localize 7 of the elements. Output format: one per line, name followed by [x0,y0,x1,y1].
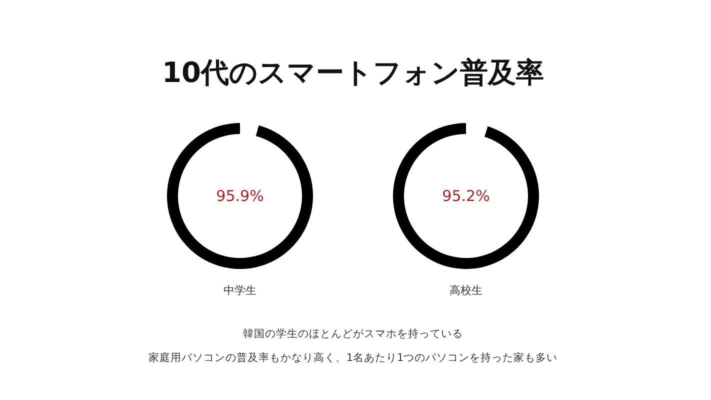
data-label: 95.2% [442,187,490,205]
text: 家庭用パソコンの普及率もかなり高く、1名あたり1つのパソコンを持った家も多い [148,351,558,364]
data-label: 95.9% [216,187,264,205]
text: 韓国の学生のほとんどがスマホを持っている [243,327,463,340]
text: 中学生 [224,284,256,297]
chart-title: 10代のスマートフォン普及率 [162,56,544,89]
text: 高校生 [450,284,482,297]
